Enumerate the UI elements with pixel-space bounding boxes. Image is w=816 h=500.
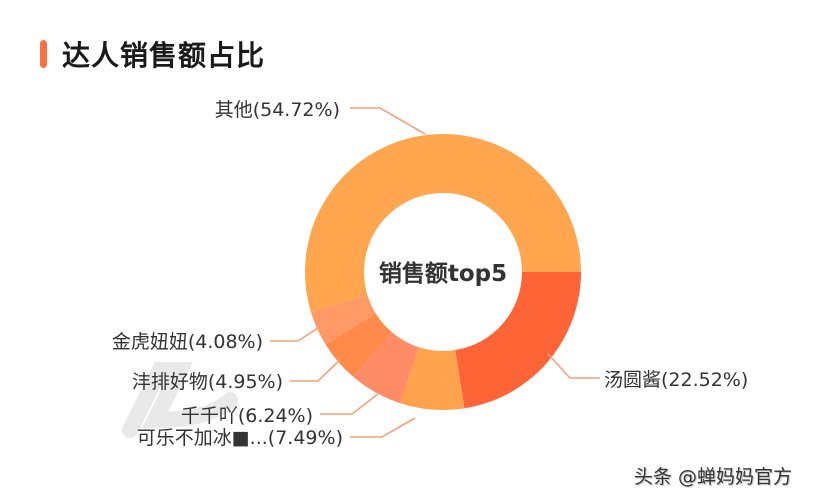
- leader-line: [320, 393, 379, 415]
- leader-line: [547, 353, 600, 379]
- donut-slice[interactable]: [400, 347, 465, 410]
- donut-slices: [305, 133, 581, 410]
- leader-line: [290, 359, 341, 382]
- leader-line: [270, 327, 319, 342]
- donut-slice[interactable]: [455, 272, 581, 409]
- label-jinhuniuniu: 金虎妞妞(4.08%): [112, 331, 263, 353]
- page-title: 达人销售额占比: [62, 39, 266, 72]
- watermark-logo: [122, 362, 238, 438]
- center-label: 销售额top5: [379, 260, 507, 287]
- label-tangyuanjiang: 汤圆酱(22.52%): [604, 369, 748, 391]
- donut-slice[interactable]: [325, 313, 392, 377]
- donut-slice[interactable]: [305, 133, 581, 313]
- title-accent-bar: [40, 40, 47, 68]
- leader-lines: [270, 107, 600, 438]
- donut-slice[interactable]: [311, 295, 376, 345]
- label-qianqianya: 千千吖(6.24%): [181, 405, 313, 427]
- label-fengpaihaowu: 沣排好物(4.95%): [132, 371, 283, 393]
- leader-line: [350, 107, 426, 135]
- donut-slice[interactable]: [353, 332, 419, 404]
- footer-watermark-text: 头条 @蝉妈妈官方: [634, 466, 793, 488]
- leader-line: [350, 417, 416, 438]
- label-kelebujiabing: 可乐不加冰■...(7.49%): [137, 427, 343, 449]
- label-other: 其他(54.72%): [215, 99, 340, 121]
